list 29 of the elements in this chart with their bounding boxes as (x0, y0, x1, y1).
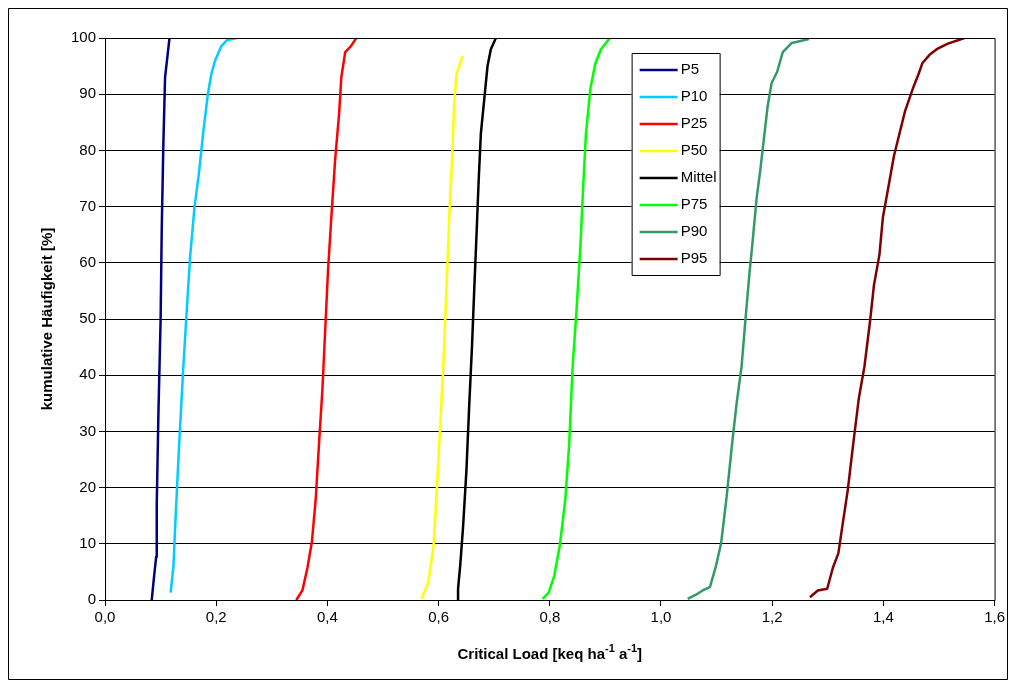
x-tick-label: 0,6 (428, 608, 450, 626)
legend-label: P10 (680, 87, 708, 105)
y-tick-label: 50 (79, 309, 97, 327)
x-tick-label: 0,8 (539, 608, 561, 626)
y-tick-label: 90 (79, 84, 97, 102)
y-tick-label: 100 (71, 28, 97, 46)
y-tick-label: 80 (79, 140, 97, 158)
x-tick-label: 0,0 (94, 608, 116, 626)
x-tick-label: 1,2 (761, 608, 783, 626)
legend-label: P75 (680, 195, 708, 213)
legend-label: P25 (680, 114, 708, 132)
y-tick-label: 10 (79, 533, 97, 551)
legend-label: P5 (680, 60, 699, 78)
y-tick-label: 30 (79, 421, 97, 439)
legend-label: Mittel (680, 168, 717, 186)
x-tick-label: 0,2 (205, 608, 227, 626)
x-tick-label: 1,0 (650, 608, 672, 626)
y-tick-label: 20 (79, 477, 97, 495)
y-tick-label: 40 (79, 365, 97, 383)
x-tick-label: 1,4 (872, 608, 894, 626)
legend-label: P95 (680, 249, 708, 267)
y-tick-label: 70 (79, 196, 97, 214)
y-tick-label: 60 (79, 252, 97, 270)
y-tick-label: 0 (87, 590, 97, 608)
legend-label: P50 (680, 141, 708, 159)
legend-label: P90 (680, 222, 708, 240)
x-tick-label: 0,4 (316, 608, 338, 626)
y-axis-title: kumulative Häufigkeit [%] (38, 227, 56, 411)
x-tick-label: 1,6 (984, 608, 1005, 626)
